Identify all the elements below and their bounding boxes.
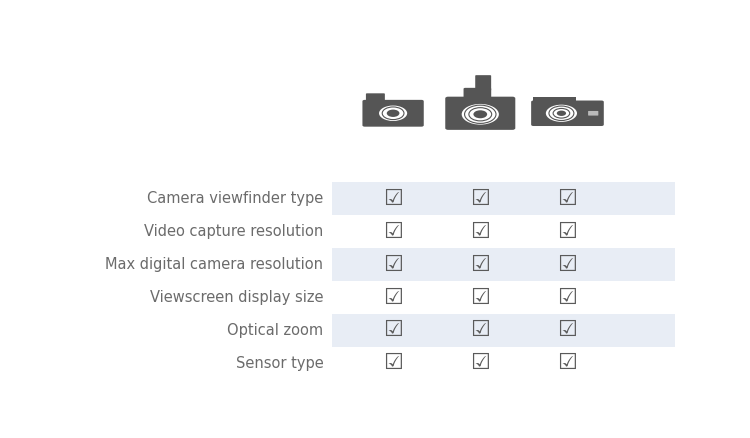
FancyBboxPatch shape: [533, 98, 575, 102]
Bar: [332, 314, 675, 347]
Text: ☑: ☑: [383, 287, 403, 307]
Text: ☑: ☑: [557, 222, 578, 242]
Bar: [332, 248, 675, 281]
FancyBboxPatch shape: [366, 93, 385, 102]
Text: Viewscreen display size: Viewscreen display size: [150, 290, 323, 305]
FancyBboxPatch shape: [362, 100, 424, 127]
Text: ☑: ☑: [383, 222, 403, 242]
Circle shape: [544, 104, 578, 123]
Text: ☑: ☑: [557, 353, 578, 373]
Text: ☑: ☑: [383, 353, 403, 373]
Text: ☑: ☑: [557, 320, 578, 340]
Text: Optical zoom: Optical zoom: [227, 323, 323, 338]
Text: Camera viewfinder type: Camera viewfinder type: [147, 191, 323, 206]
FancyBboxPatch shape: [531, 100, 604, 126]
Text: ☑: ☑: [470, 353, 490, 373]
Text: ☑: ☑: [470, 287, 490, 307]
Text: ☑: ☑: [470, 254, 490, 275]
Bar: [332, 182, 675, 215]
Text: Video capture resolution: Video capture resolution: [144, 224, 323, 239]
Circle shape: [387, 110, 400, 117]
Text: Max digital camera resolution: Max digital camera resolution: [105, 257, 323, 272]
Circle shape: [378, 105, 408, 122]
Circle shape: [556, 110, 566, 116]
FancyBboxPatch shape: [446, 97, 515, 130]
Text: ☑: ☑: [470, 189, 490, 209]
Text: ☑: ☑: [470, 222, 490, 242]
Text: ☑: ☑: [383, 254, 403, 275]
Circle shape: [473, 110, 488, 118]
Text: ☑: ☑: [470, 320, 490, 340]
Text: ☑: ☑: [557, 254, 578, 275]
Text: ☑: ☑: [383, 320, 403, 340]
Circle shape: [460, 103, 500, 126]
Text: Sensor type: Sensor type: [236, 356, 323, 371]
FancyBboxPatch shape: [464, 88, 491, 100]
Text: ☑: ☑: [383, 189, 403, 209]
Text: ☑: ☑: [557, 287, 578, 307]
Text: ☑: ☑: [557, 189, 578, 209]
FancyBboxPatch shape: [476, 75, 491, 91]
FancyBboxPatch shape: [588, 111, 598, 116]
